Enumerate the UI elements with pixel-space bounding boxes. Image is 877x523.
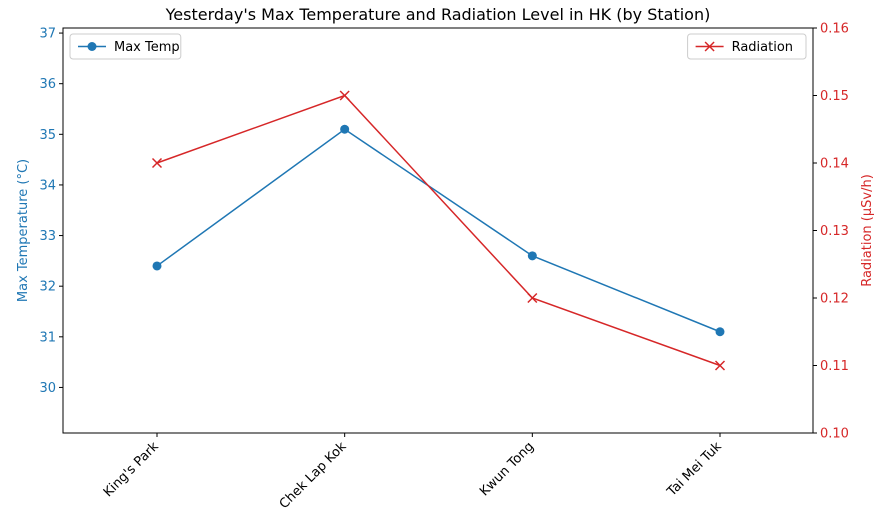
point-radiation: [527, 292, 538, 304]
right-tick-label: 0.15: [820, 89, 849, 104]
right-tick-label: 0.13: [820, 224, 849, 239]
x-tick-label: King's Park: [101, 439, 162, 500]
left-tick-label: 34: [39, 178, 56, 193]
point-radiation: [714, 360, 726, 371]
legend-label: Max Temp: [114, 40, 180, 55]
left-tick-label: 33: [39, 229, 56, 244]
left-axis-label: Max Temperature (°C): [16, 159, 31, 302]
right-tick-label: 0.16: [820, 22, 849, 37]
chart-title: Yesterday's Max Temperature and Radiatio…: [165, 5, 711, 24]
legend-swatch-marker: [87, 42, 97, 51]
right-tick-label: 0.11: [820, 359, 849, 374]
series-layer: [151, 90, 726, 371]
legend-radiation: Radiation: [687, 33, 807, 60]
series-line-radiation: [156, 94, 721, 367]
right-tick-label: 0.12: [820, 292, 849, 307]
left-axis-ticks: 30 31 32 33 34 35 36 37: [39, 27, 63, 396]
left-tick-label: 37: [39, 27, 56, 42]
right-axis-label: Radiation (μSv/h): [860, 174, 875, 287]
left-tick-label: 35: [39, 128, 56, 143]
point-max-temp: [152, 261, 162, 271]
right-tick-label: 0.10: [820, 427, 849, 442]
x-axis-ticks: King's Park Chek Lap Kok Kwun Tong Tai Mei …: [101, 433, 725, 512]
legend-frame: [69, 33, 182, 60]
left-tick-label: 32: [39, 280, 56, 295]
x-tick-label: Chek Lap Kok: [277, 439, 350, 512]
legend-frame: [687, 33, 807, 60]
x-tick-label: Kwun Tong: [477, 439, 537, 499]
right-axis-ticks: 0.10 0.11 0.12 0.13 0.14 0.15 0.16: [813, 22, 849, 442]
legend-max-temp: Max Temp: [69, 33, 182, 60]
x-tick-label: Tai Mei Tuk: [664, 439, 725, 500]
right-tick-label: 0.14: [820, 157, 849, 172]
legend-swatch-marker: [704, 41, 715, 52]
left-tick-label: 36: [39, 77, 56, 92]
left-tick-label: 31: [39, 330, 56, 345]
point-radiation: [151, 157, 163, 169]
point-max-temp: [340, 124, 350, 134]
plot-frame: [62, 27, 814, 434]
point-max-temp: [527, 251, 537, 261]
left-tick-label: 30: [39, 381, 56, 396]
point-max-temp: [715, 327, 725, 337]
series-line-max-temp: [156, 128, 721, 333]
legend-label: Radiation: [732, 40, 793, 55]
point-radiation: [339, 90, 350, 101]
